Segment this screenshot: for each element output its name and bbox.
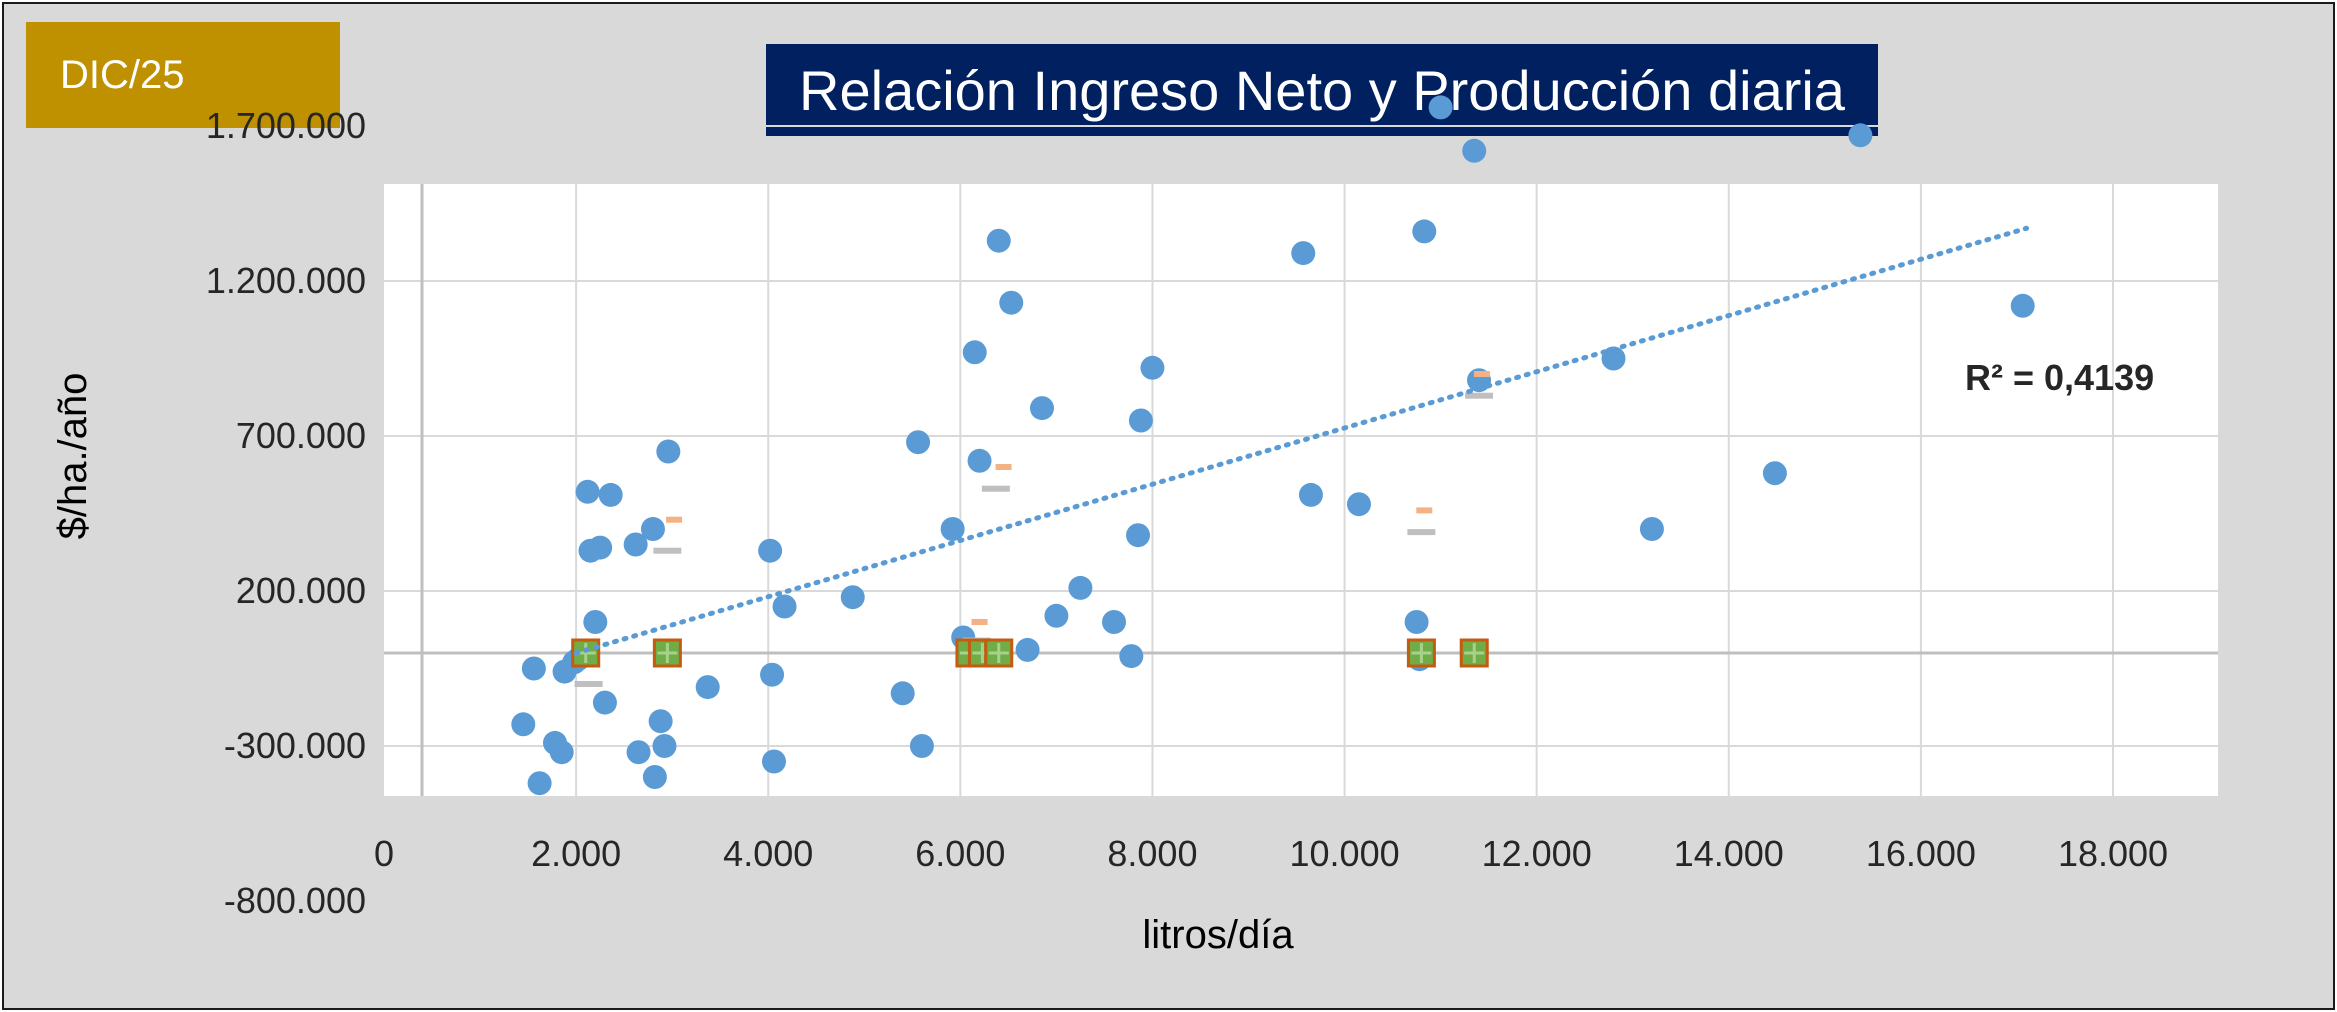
x-axis-title: litros/día bbox=[1142, 913, 1294, 957]
x-tick-label: 0 bbox=[374, 833, 394, 874]
data-point bbox=[640, 517, 665, 541]
y-tick-label: -800.000 bbox=[224, 880, 366, 921]
dash-marker-gray bbox=[574, 681, 603, 687]
data-point bbox=[642, 765, 667, 789]
data-point bbox=[695, 675, 720, 700]
x-tick-label: 10.000 bbox=[1290, 833, 1400, 874]
data-point bbox=[760, 662, 785, 687]
trend-line bbox=[573, 225, 2030, 656]
data-point bbox=[1119, 644, 1144, 669]
y-tick-label: 1.200.000 bbox=[206, 260, 366, 301]
data-point bbox=[623, 532, 648, 557]
data-point bbox=[1015, 637, 1040, 662]
data-point bbox=[1126, 523, 1151, 548]
data-point bbox=[521, 656, 546, 681]
data-point bbox=[1029, 396, 1054, 421]
data-point bbox=[909, 734, 934, 758]
data-point bbox=[626, 740, 651, 765]
data-point bbox=[511, 712, 536, 737]
data-point bbox=[1298, 482, 1323, 507]
data-point bbox=[1639, 517, 1664, 541]
data-point bbox=[1848, 123, 1873, 148]
data-point bbox=[906, 430, 931, 455]
data-point bbox=[1428, 95, 1453, 120]
data-point bbox=[588, 535, 613, 560]
data-point bbox=[1404, 610, 1429, 634]
y-axis-title: $/ha./año bbox=[51, 373, 95, 540]
grid-lines bbox=[384, 125, 2218, 902]
y-tick-labels: 2.200.0001.700.0001.200.000700.000200.00… bbox=[206, 105, 366, 921]
data-point bbox=[1068, 575, 1093, 600]
x-tick-label: 6.000 bbox=[915, 833, 1005, 874]
data-point bbox=[890, 681, 915, 706]
r-squared-label: R² = 0,4139 bbox=[1965, 357, 2154, 398]
dash-marker-orange bbox=[971, 619, 988, 625]
x-tick-labels: 0 2.000 4.000 6.000 8.000 10.000 12.000 14.000 1… bbox=[374, 833, 2168, 874]
dash-marker-gray bbox=[1465, 392, 1494, 399]
y-tick-label: 200.000 bbox=[236, 570, 366, 611]
data-point bbox=[1128, 408, 1153, 433]
dash-marker-orange bbox=[666, 516, 683, 523]
date-badge: DIC/25 bbox=[26, 22, 340, 128]
data-point bbox=[592, 690, 617, 715]
data-point bbox=[1462, 138, 1487, 163]
data-point bbox=[940, 517, 965, 541]
dash-marker-gray bbox=[653, 547, 682, 554]
x-tick-label: 14.000 bbox=[1674, 833, 1784, 874]
data-point bbox=[652, 734, 677, 758]
x-tick-label: 8.000 bbox=[1107, 833, 1197, 874]
data-point bbox=[575, 479, 600, 504]
x-tick-label: 18.000 bbox=[2058, 833, 2168, 874]
data-point bbox=[2010, 293, 2035, 318]
data-point bbox=[967, 448, 992, 473]
data-point bbox=[840, 585, 865, 610]
data-point bbox=[1346, 492, 1371, 517]
y-tick-label: -300.000 bbox=[224, 725, 366, 766]
data-point bbox=[1601, 346, 1626, 371]
dash-marker-gray bbox=[981, 485, 1010, 492]
data-point bbox=[527, 771, 552, 796]
dash-marker-orange bbox=[1416, 507, 1433, 514]
data-point bbox=[1140, 355, 1165, 380]
data-point bbox=[656, 439, 681, 464]
data-point bbox=[598, 482, 623, 507]
data-point bbox=[1044, 603, 1069, 628]
dash-marker-orange bbox=[1473, 371, 1490, 377]
y-tick-label: 1.700.000 bbox=[206, 105, 366, 146]
x-tick-label: 12.000 bbox=[1482, 833, 1592, 874]
data-point bbox=[986, 228, 1011, 253]
data-point bbox=[1291, 241, 1316, 266]
dash-marker-orange bbox=[995, 464, 1012, 470]
data-point bbox=[1102, 610, 1127, 634]
data-point bbox=[1762, 461, 1787, 486]
special-markers bbox=[571, 371, 1494, 687]
data-point bbox=[962, 340, 987, 365]
data-point bbox=[772, 594, 797, 619]
x-tick-label: 2.000 bbox=[531, 833, 621, 874]
data-point bbox=[761, 749, 786, 774]
dash-marker-gray bbox=[1407, 529, 1436, 536]
y-tick-label: 700.000 bbox=[236, 415, 366, 456]
data-point bbox=[999, 290, 1024, 315]
x-tick-label: 4.000 bbox=[723, 833, 813, 874]
x-tick-label: 16.000 bbox=[1866, 833, 1976, 874]
data-point bbox=[648, 709, 673, 734]
data-point bbox=[758, 538, 783, 563]
data-point bbox=[549, 740, 574, 765]
data-point bbox=[583, 610, 608, 634]
chart-title: Relación Ingreso Neto y Producción diari… bbox=[766, 44, 1878, 136]
data-point bbox=[1412, 219, 1437, 244]
